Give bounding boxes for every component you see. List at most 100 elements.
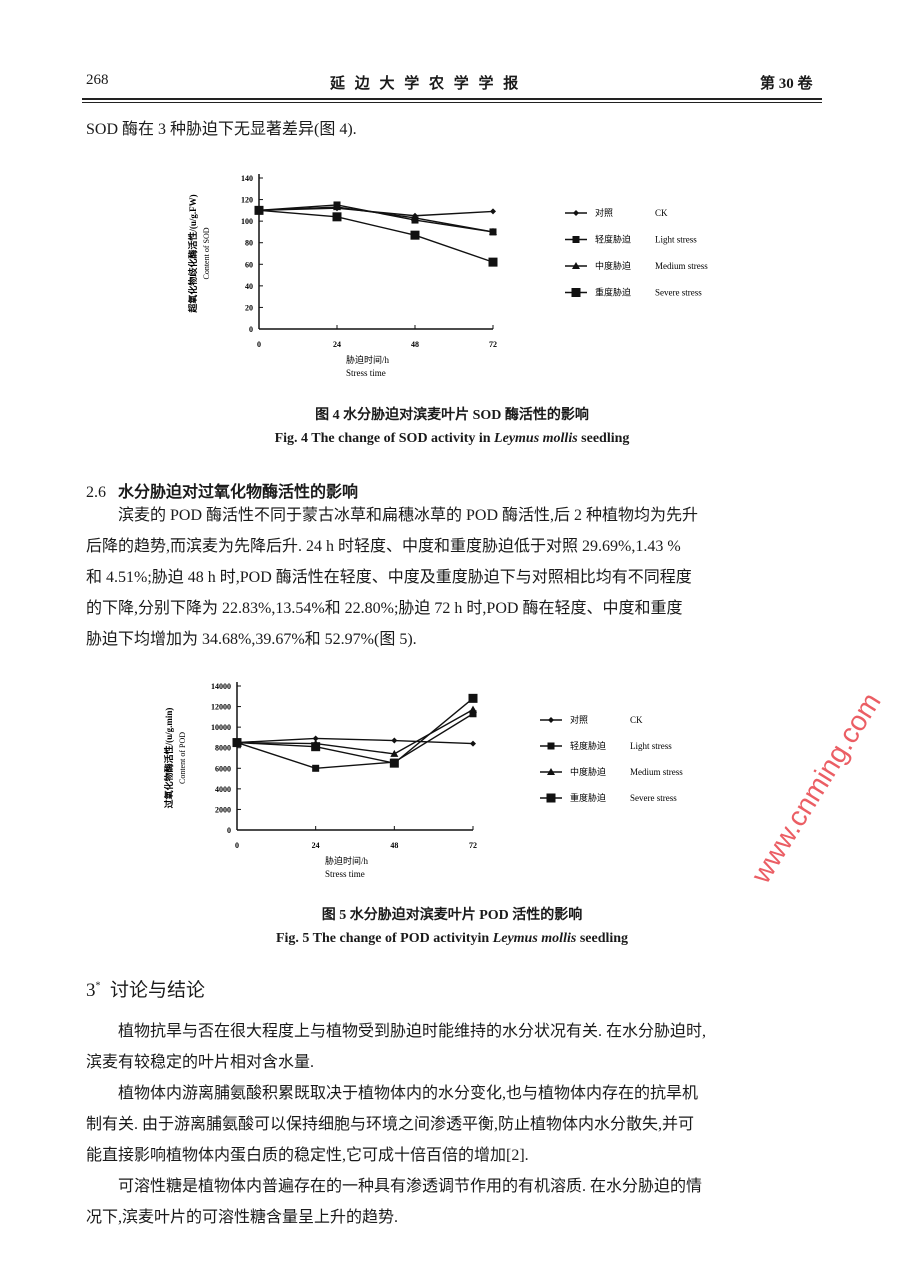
section-2-6-paragraph: 滨麦的 POD 酶活性不同于蒙古冰草和扁穗冰草的 POD 酶活性,后 2 种植物…	[86, 507, 699, 648]
y-axis-label-cn: 过氧化物酶活性/(u/g.min)	[163, 708, 174, 809]
legend-label-cn: 重度胁迫	[595, 287, 631, 298]
legend-label-cn: 对照	[595, 207, 613, 218]
data-point	[254, 205, 264, 215]
y-tick-label: 6000	[215, 764, 231, 773]
section-3-paragraph-3: 可溶性糖是植物体内普遍存在的一种具有渗透调节作用的有机溶质. 在水分胁迫的情 况…	[86, 1178, 703, 1226]
data-point	[469, 705, 477, 713]
data-point	[410, 230, 420, 240]
fig4-caption-cn: 图 4 水分胁迫对滨麦叶片 SOD 酶活性的影响	[315, 408, 589, 423]
x-tick-label: 72	[469, 841, 477, 850]
y-axis-label-cn: 超氧化物歧化酶活性/(u/g.FW)	[187, 194, 198, 313]
y-tick-label: 100	[241, 217, 253, 226]
fig4-caption-en: Fig. 4 The change of SOD activity in Ley…	[274, 431, 630, 446]
data-point	[489, 227, 497, 235]
x-axis-label-cn: 胁迫时间/h	[346, 354, 390, 365]
legend-label-en: Severe stress	[655, 288, 702, 298]
x-axis-label-en: Stress time	[325, 869, 365, 879]
data-point	[470, 740, 476, 747]
data-point	[232, 738, 242, 748]
intro-line: SOD 酶在 3 种胁迫下无显著差异(图 4).	[86, 121, 357, 138]
data-point	[333, 203, 341, 211]
journal-title: 延 边 大 学 农 学 学 报	[330, 76, 522, 92]
data-point	[391, 737, 398, 744]
y-tick-label: 140	[241, 174, 253, 183]
legend-marker	[547, 768, 555, 775]
series-line-light-stress	[236, 713, 474, 769]
legend-marker	[572, 262, 580, 269]
data-point	[488, 257, 498, 267]
legend-label-en: Light stress	[655, 235, 697, 245]
fig5-caption-cn: 图 5 水分胁迫对滨麦叶片 POD 活性的影响	[321, 908, 583, 923]
series-line-severe-stress	[236, 697, 474, 764]
legend-label-cn: 轻度胁迫	[570, 740, 606, 751]
data-point	[311, 742, 321, 752]
legend-label-cn: 中度胁迫	[595, 260, 631, 271]
legend-label-cn: 对照	[570, 714, 588, 725]
fig5-caption-en: Fig. 5 The change of POD activityin Leym…	[275, 931, 629, 946]
x-tick-label: 24	[333, 340, 341, 349]
legend-label-cn: 轻度胁迫	[595, 234, 631, 245]
legend-label-en: CK	[630, 715, 643, 725]
y-tick-label: 2000	[215, 805, 231, 814]
y-axis-label-en: Content of POD	[178, 732, 187, 784]
y-tick-label: 0	[227, 826, 231, 835]
y-tick-label: 10000	[211, 723, 231, 732]
y-tick-label: 8000	[215, 744, 231, 753]
x-tick-label: 24	[312, 841, 320, 850]
series-line-ck	[236, 737, 474, 745]
series-line-severe-stress	[258, 209, 494, 263]
x-tick-label: 48	[411, 340, 419, 349]
data-point	[389, 758, 399, 768]
y-tick-label: 12000	[211, 703, 231, 712]
y-tick-label: 40	[245, 282, 253, 291]
legend-marker	[546, 793, 556, 803]
sod-chart: 0 20 40 60 80 100 120 140 0 24 48 72 胁迫时间/h Stress ti…	[187, 174, 708, 378]
data-point	[390, 749, 399, 757]
x-axis-label-en: Stress time	[346, 368, 386, 378]
y-tick-label: 60	[245, 260, 253, 269]
data-point	[312, 764, 320, 772]
legend-label-en: Light stress	[630, 741, 672, 751]
header-rule-thin	[82, 102, 822, 103]
data-point	[468, 693, 478, 703]
legend-marker	[548, 717, 554, 723]
page-number: 268	[86, 72, 109, 88]
y-tick-label: 120	[241, 196, 253, 205]
y-tick-label: 20	[245, 303, 253, 312]
legend-marker	[572, 236, 580, 243]
x-tick-label: 72	[489, 340, 497, 349]
watermark: www.cnming.com	[745, 687, 887, 889]
data-point	[469, 710, 477, 718]
y-tick-label: 0	[249, 325, 253, 334]
series-line-medium-stress	[236, 709, 474, 755]
legend-label-en: CK	[655, 208, 668, 218]
data-point	[490, 208, 496, 215]
legend-label-cn: 中度胁迫	[570, 766, 606, 777]
x-axis-label-cn: 胁迫时间/h	[325, 855, 369, 866]
y-axis-label-en: Content of SOD	[202, 227, 211, 279]
legend-marker	[573, 210, 579, 216]
legend-label-en: Medium stress	[630, 767, 683, 777]
section-3-heading: 3* 讨论与结论	[86, 980, 206, 1001]
data-point	[312, 735, 319, 742]
data-point	[411, 213, 419, 221]
section-2-6-heading: 2.6 水分胁迫对过氧化物酶活性的影响	[86, 484, 359, 501]
section-3-paragraph-1: 植物抗旱与否在很大程度上与植物受到胁迫时能维持的水分状况有关. 在水分胁迫时, …	[86, 1023, 707, 1071]
legend-label-en: Severe stress	[630, 793, 677, 803]
legend-label-cn: 重度胁迫	[570, 792, 606, 803]
section-3-paragraph-2: 植物体内游离脯氨酸积累既取决于植物体内的水分变化,也与植物体内存在的抗旱机 制有…	[86, 1085, 699, 1164]
y-tick-label: 14000	[211, 682, 231, 691]
x-tick-label: 0	[235, 841, 239, 850]
header-rule	[82, 98, 822, 100]
legend-marker	[571, 288, 581, 297]
series-line-medium-stress	[258, 206, 494, 233]
data-point	[332, 212, 342, 222]
y-tick-label: 4000	[215, 785, 231, 794]
legend-label-en: Medium stress	[655, 261, 708, 271]
x-tick-label: 0	[257, 340, 261, 349]
legend-marker	[547, 742, 555, 750]
y-tick-label: 80	[245, 239, 253, 248]
x-tick-label: 48	[390, 841, 398, 850]
pod-chart: 0 2000 4000 6000 8000 10000 12000 14000 0 24 48 72 胁…	[163, 682, 683, 879]
volume: 第 30 卷	[760, 76, 813, 92]
